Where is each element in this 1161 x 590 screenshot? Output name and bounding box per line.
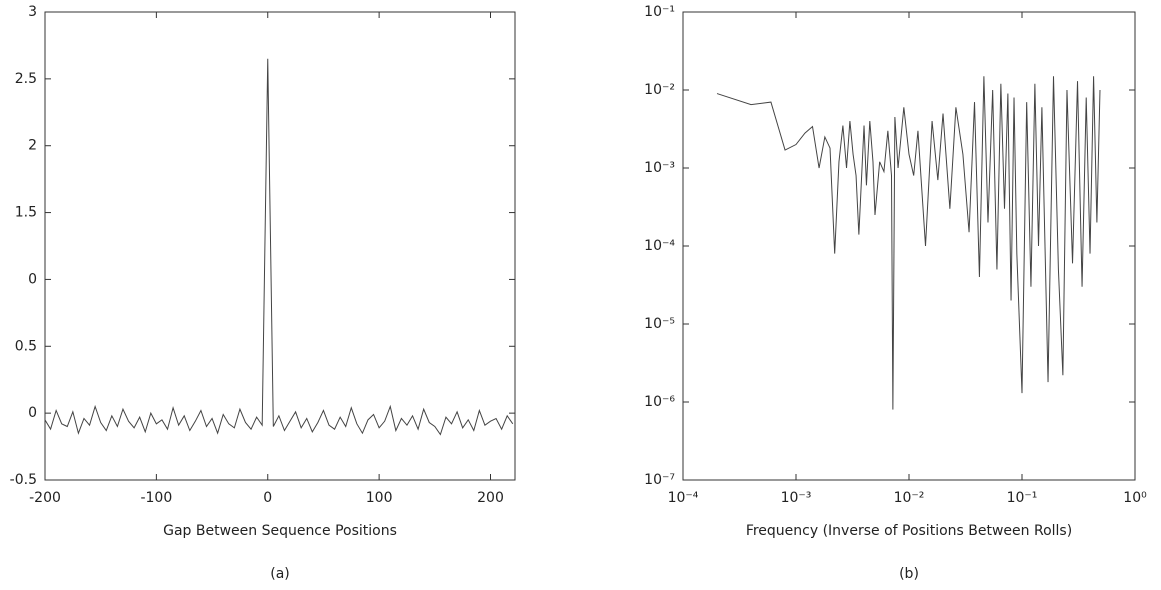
x-tick-label: 100 — [366, 490, 393, 506]
plot-frame — [682, 11, 1136, 481]
y-tick-label: 10⁻³ — [644, 160, 675, 176]
y-tick-label: 2 — [28, 138, 37, 154]
x-tick-label: 10⁻³ — [781, 490, 812, 506]
y-tick-label: 10⁻² — [644, 82, 675, 98]
y-tick-label: 0.5 — [15, 338, 37, 354]
data-line — [716, 76, 1101, 410]
panel-caption: (a) — [270, 566, 290, 582]
y-tick-label: 1.5 — [15, 205, 37, 221]
x-tick-label: 0 — [263, 490, 272, 506]
x-tick-label: 10⁻¹ — [1007, 490, 1038, 506]
y-tick-label: 2.5 — [15, 71, 37, 87]
x-tick-label: 10⁻⁴ — [668, 490, 699, 506]
y-tick-label: 0 — [28, 405, 37, 421]
x-tick-label: 10⁻² — [894, 490, 925, 506]
y-tick-label: 0 — [28, 271, 37, 287]
y-tick-label: 10⁻⁶ — [644, 394, 675, 410]
y-tick-label: 10⁻⁴ — [644, 238, 675, 254]
plot-frame — [44, 11, 516, 481]
x-tick-label: -200 — [29, 490, 61, 506]
x-tick-label: 200 — [477, 490, 504, 506]
y-tick-label: 10⁻⁷ — [644, 472, 675, 488]
x-tick-label: -100 — [140, 490, 172, 506]
data-line — [44, 58, 514, 436]
x-axis-label: Frequency (Inverse of Positions Between … — [746, 523, 1072, 539]
y-tick-label: 10⁻⁵ — [644, 316, 675, 332]
y-tick-label: -0.5 — [10, 472, 37, 488]
y-tick-label: 3 — [28, 4, 37, 20]
x-tick-label: 10⁰ — [1123, 490, 1147, 506]
y-tick-label: 10⁻¹ — [644, 4, 675, 20]
panel-caption: (b) — [899, 566, 919, 582]
x-axis-label: Gap Between Sequence Positions — [163, 523, 397, 539]
